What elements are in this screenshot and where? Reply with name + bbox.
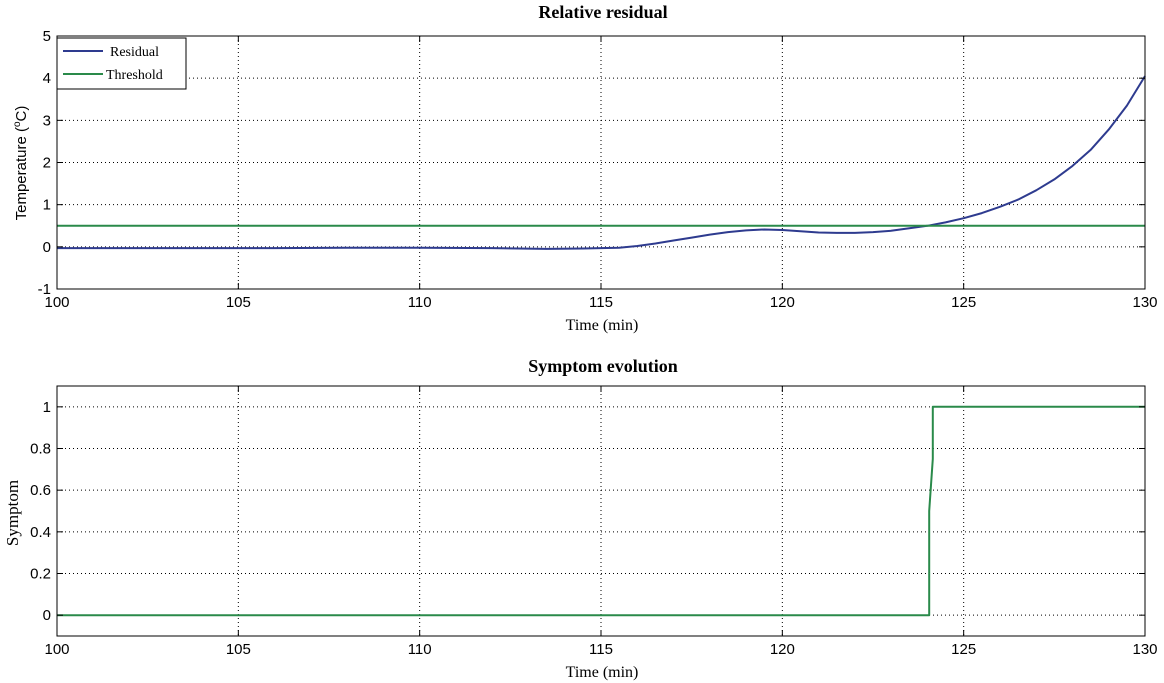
residual-chart-x-axis-label: Time (min) bbox=[566, 317, 639, 334]
residual-x-tick-label: 100 bbox=[44, 294, 69, 311]
residual-x-tick-label: 120 bbox=[770, 294, 795, 311]
y-axis-label-end: C) bbox=[13, 106, 30, 122]
symptom-y-tick-label: 0.6 bbox=[30, 482, 51, 499]
symptom-y-tick-label: 0.4 bbox=[30, 524, 51, 541]
residual-x-tick-label: 125 bbox=[951, 294, 976, 311]
residual-x-tick-label: 130 bbox=[1132, 294, 1157, 311]
residual-chart-title: Relative residual bbox=[538, 2, 667, 22]
symptom-y-tick-label: 0.2 bbox=[30, 566, 51, 583]
symptom-x-tick-label: 110 bbox=[408, 641, 432, 658]
symptom-chart-series bbox=[57, 405, 1145, 617]
residual-y-tick-label: 1 bbox=[43, 197, 51, 214]
symptom-y-tick-label: 1 bbox=[43, 399, 51, 416]
residual-y-tick-label: 3 bbox=[43, 112, 51, 129]
residual-x-tick-label: 105 bbox=[226, 294, 251, 311]
residual-x-tick-label: 110 bbox=[408, 294, 432, 311]
symptom-y-tick-label: 0 bbox=[43, 607, 51, 624]
legend-box bbox=[56, 37, 187, 90]
residual-x-tick-label: 115 bbox=[589, 294, 613, 311]
symptom-chart-grid bbox=[57, 386, 1145, 636]
legend-residual-label: Residual bbox=[110, 45, 159, 60]
symptom-chart-y-axis-label: Symptom bbox=[3, 480, 22, 546]
residual-chart-y-tick-labels: -1 0 1 2 3 4 5 bbox=[38, 28, 51, 298]
residual-chart-x-tick-labels: 100 105 110 115 120 125 130 bbox=[44, 294, 1157, 311]
y-axis-label-base: Temperature ( bbox=[13, 127, 30, 220]
residual-series-residual-line bbox=[57, 75, 1146, 250]
symptom-chart: Symptom evolution 100 105 110 115 120 125 130 … bbox=[3, 356, 1158, 681]
y-axis-label-superscript: o bbox=[12, 121, 23, 127]
symptom-chart-ticks bbox=[56, 386, 1146, 636]
symptom-chart-x-axis-label: Time (min) bbox=[566, 664, 639, 681]
residual-chart-series bbox=[57, 75, 1146, 250]
residual-chart-grid bbox=[57, 36, 1145, 289]
symptom-x-tick-label: 115 bbox=[589, 641, 613, 658]
residual-y-tick-label: 5 bbox=[43, 28, 51, 45]
symptom-chart-y-tick-labels: 0 0.2 0.4 0.6 0.8 1 bbox=[30, 399, 51, 624]
residual-chart-y-axis-label: Temperature (oC) bbox=[12, 106, 30, 221]
residual-chart-legend: Residual Threshold bbox=[56, 37, 187, 90]
symptom-x-tick-label: 120 bbox=[770, 641, 795, 658]
residual-y-tick-label: 4 bbox=[43, 70, 51, 87]
residual-chart-ticks bbox=[56, 35, 1146, 290]
residual-y-tick-label: 2 bbox=[43, 155, 51, 172]
symptom-x-tick-label: 125 bbox=[951, 641, 976, 658]
symptom-chart-x-tick-labels: 100 105 110 115 120 125 130 bbox=[44, 641, 1157, 658]
residual-chart: Relative residual 100 105 110 115 120 125 130 … bbox=[12, 2, 1158, 334]
symptom-chart-title: Symptom evolution bbox=[528, 356, 678, 376]
symptom-x-tick-label: 130 bbox=[1132, 641, 1157, 658]
symptom-y-tick-label: 0.8 bbox=[30, 441, 51, 458]
symptom-series-symptom-line bbox=[57, 405, 1145, 617]
symptom-x-tick-label: 105 bbox=[226, 641, 251, 658]
symptom-x-tick-label: 100 bbox=[44, 641, 69, 658]
residual-y-tick-label: 0 bbox=[43, 239, 51, 256]
legend-threshold-label: Threshold bbox=[106, 68, 163, 83]
residual-y-tick-label: -1 bbox=[38, 281, 51, 298]
